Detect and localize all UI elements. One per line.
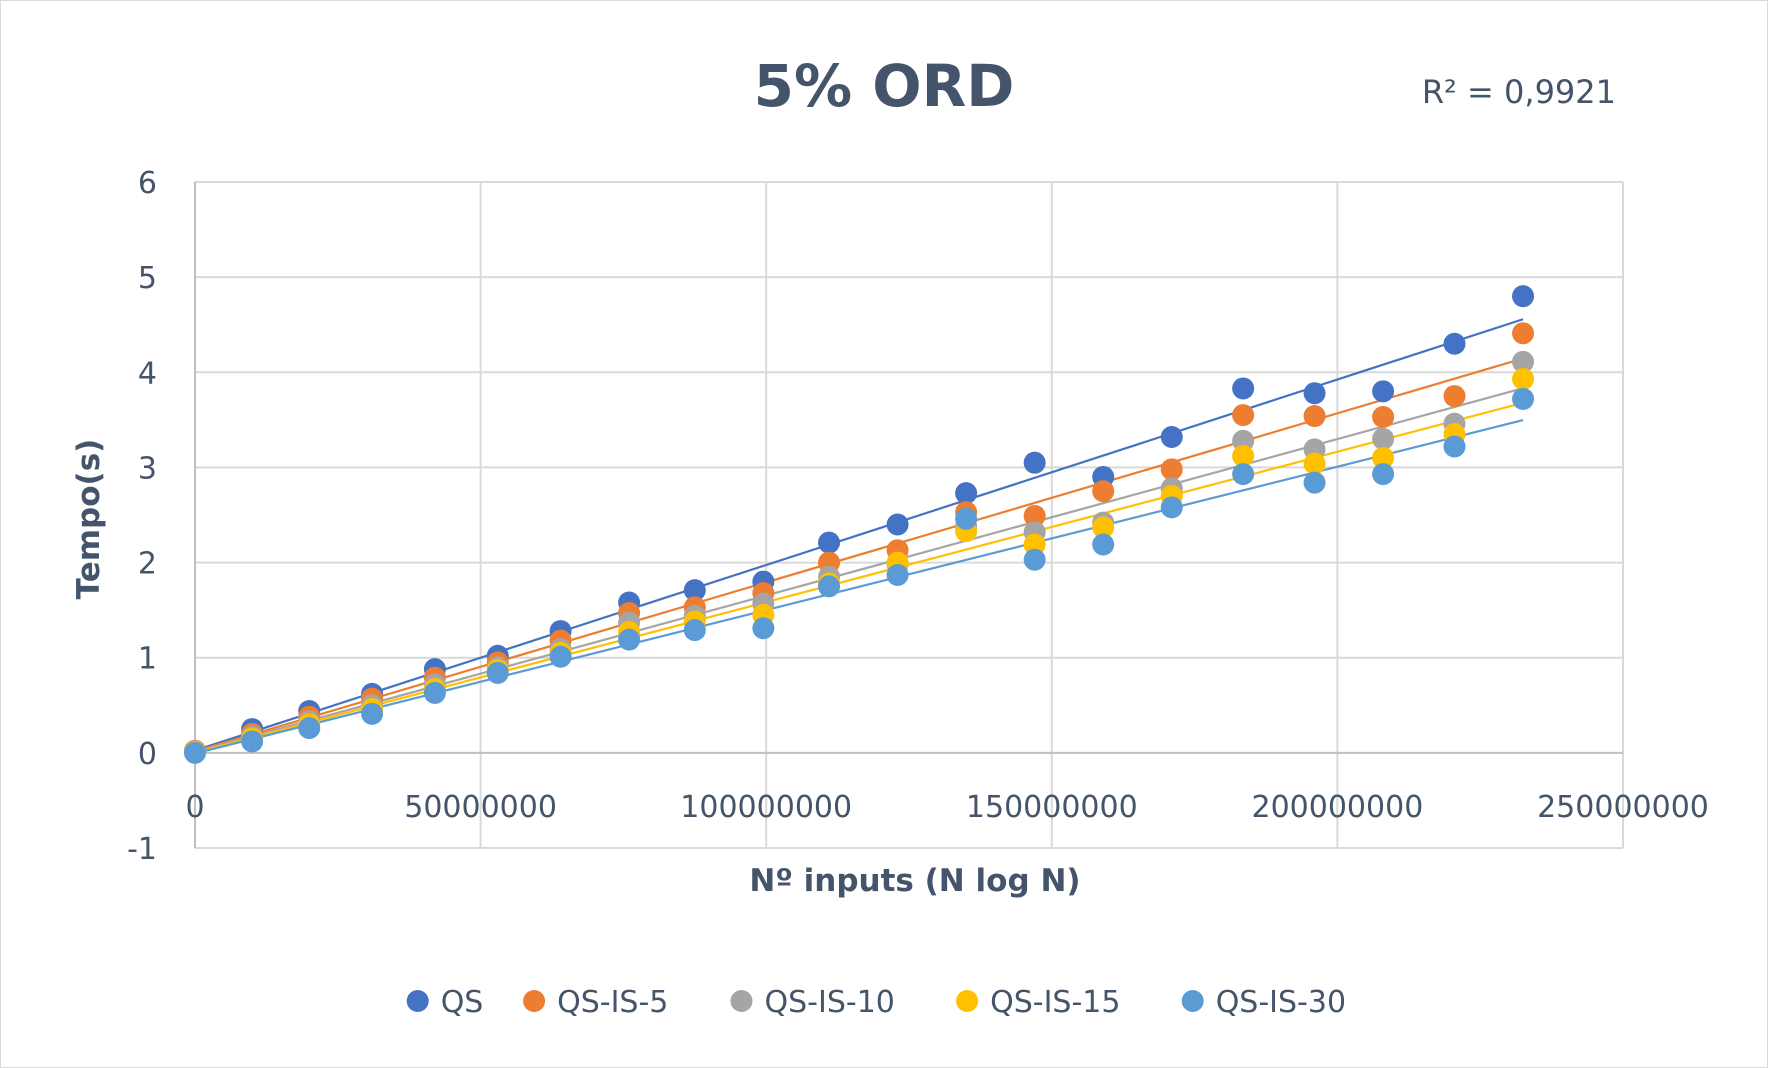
point-qs xyxy=(1512,285,1535,308)
trendline-qs-is-30 xyxy=(194,419,1524,755)
axes xyxy=(194,182,1623,848)
point-qs-is-30 xyxy=(1232,463,1255,486)
point-qs-is-30 xyxy=(1160,496,1183,519)
legend-label-qs-is-30: QS-IS-30 xyxy=(1216,985,1346,1020)
point-qs-is-5 xyxy=(1303,405,1326,428)
point-qs-is-5 xyxy=(1160,458,1183,481)
point-qs-is-15 xyxy=(1092,516,1115,539)
x-tick-label: 250000000 xyxy=(1537,790,1709,825)
point-qs-is-30 xyxy=(818,575,841,598)
y-tick-label: 4 xyxy=(138,356,157,391)
legend-label-qs: QS xyxy=(441,985,484,1020)
y-tick-label: 1 xyxy=(138,642,157,677)
x-tick-label: 100000000 xyxy=(680,790,852,825)
point-qs-is-15 xyxy=(1232,445,1255,468)
x-tick-label: 0 xyxy=(185,790,204,825)
point-qs-is-30 xyxy=(1303,471,1326,494)
y-tick-label: 0 xyxy=(138,737,157,772)
legend-label-qs-is-10: QS-IS-10 xyxy=(765,985,895,1020)
y-tick-label: 6 xyxy=(138,166,157,201)
legend-marker-qs xyxy=(406,990,429,1012)
point-qs xyxy=(955,482,978,505)
legend-marker-qs-is-10 xyxy=(730,990,753,1012)
point-qs-is-5 xyxy=(1443,385,1466,408)
point-qs-is-15 xyxy=(1023,533,1046,556)
chart-title: 5% ORD xyxy=(754,52,1015,120)
y-tick-label: -1 xyxy=(127,832,157,867)
trendline-qs-is-5 xyxy=(194,357,1524,753)
point-qs xyxy=(1160,425,1183,448)
point-qs-is-30 xyxy=(361,702,384,725)
tick-labels: -1 0 1 2 3 4 5 6 0 50000000 100000000 150000000 2000… xyxy=(127,166,1709,867)
x-axis-title: Nº inputs (N log N) xyxy=(749,863,1080,899)
legend-marker-qs-is-5 xyxy=(523,990,546,1012)
point-qs-is-30 xyxy=(752,617,775,640)
r-squared-annotation: R² = 0,9921 xyxy=(1422,73,1616,111)
point-qs-is-10 xyxy=(1232,429,1255,452)
trendlines xyxy=(194,318,1524,755)
point-qs-is-30 xyxy=(486,661,509,684)
trendline-qs-is-15 xyxy=(194,401,1524,754)
point-qs-is-30 xyxy=(298,717,321,740)
y-tick-label: 5 xyxy=(138,261,157,296)
trendline-qs-is-10 xyxy=(194,387,1524,753)
point-qs-is-10 xyxy=(1512,350,1535,373)
point-qs xyxy=(886,513,909,536)
point-qs-is-5 xyxy=(1232,404,1255,427)
point-qs-is-30 xyxy=(1443,435,1466,458)
point-qs xyxy=(1303,382,1326,405)
legend-label-qs-is-5: QS-IS-5 xyxy=(557,985,668,1020)
point-qs-is-15 xyxy=(1512,367,1535,390)
y-tick-label: 2 xyxy=(138,547,157,582)
point-qs-is-5 xyxy=(1023,504,1046,527)
x-tick-label: 150000000 xyxy=(966,790,1138,825)
point-qs-is-30 xyxy=(549,645,572,668)
point-qs-is-30 xyxy=(955,507,978,530)
point-qs xyxy=(1023,451,1046,474)
point-qs xyxy=(1443,332,1466,355)
x-tick-label: 50000000 xyxy=(404,790,557,825)
point-qs-is-30 xyxy=(241,730,264,753)
data-points xyxy=(184,285,1535,764)
point-qs xyxy=(818,531,841,554)
point-qs-is-30 xyxy=(618,628,641,651)
point-qs-is-5 xyxy=(1092,480,1115,503)
point-qs-is-15 xyxy=(1372,446,1395,469)
gridlines xyxy=(195,181,1624,849)
point-qs xyxy=(683,579,706,602)
point-qs-is-30 xyxy=(1092,533,1115,556)
point-qs xyxy=(1372,380,1395,403)
point-qs-is-30 xyxy=(1372,463,1395,486)
point-qs-is-30 xyxy=(423,681,446,704)
point-qs xyxy=(1232,377,1255,400)
legend-label-qs-is-15: QS-IS-15 xyxy=(990,985,1120,1020)
legend-marker-qs-is-15 xyxy=(956,990,979,1012)
y-axis-title: Tempo(s) xyxy=(71,439,107,600)
point-qs-is-5 xyxy=(1372,406,1395,429)
y-tick-label: 3 xyxy=(138,451,157,486)
point-qs-is-30 xyxy=(886,563,909,586)
point-qs-is-30 xyxy=(683,619,706,642)
point-qs-is-15 xyxy=(1303,452,1326,475)
point-qs-is-5 xyxy=(1512,322,1535,345)
point-qs-is-10 xyxy=(1372,427,1395,450)
x-tick-label: 200000000 xyxy=(1252,790,1424,825)
point-qs-is-30 xyxy=(1512,387,1535,410)
point-qs-is-30 xyxy=(1023,548,1046,571)
legend: QS QS-IS-5 QS-IS-10 QS-IS-15 QS-IS-30 xyxy=(406,985,1346,1020)
legend-marker-qs-is-30 xyxy=(1181,990,1204,1012)
point-qs-is-30 xyxy=(184,741,206,764)
trendline-qs xyxy=(194,318,1524,752)
